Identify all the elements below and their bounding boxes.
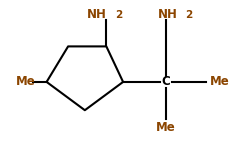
Text: Me: Me (156, 121, 176, 134)
Text: NH: NH (87, 8, 107, 21)
Text: Me: Me (16, 75, 35, 88)
Text: 2: 2 (185, 10, 192, 19)
Text: Me: Me (210, 75, 230, 88)
Text: C: C (162, 75, 170, 88)
Text: NH: NH (158, 8, 178, 21)
Text: 2: 2 (115, 10, 122, 19)
